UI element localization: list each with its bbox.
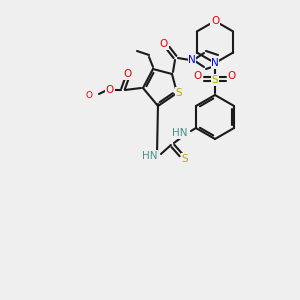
Text: S: S [212,75,218,85]
Text: O: O [85,92,92,100]
Text: S: S [176,88,182,98]
Text: S: S [182,154,188,164]
Text: N: N [188,55,196,65]
Text: O: O [123,69,131,79]
Text: HN: HN [172,128,188,138]
Text: O: O [106,85,114,95]
Text: N: N [211,58,219,68]
Text: O: O [160,39,168,49]
Text: O: O [228,71,236,81]
Text: O: O [211,16,219,26]
Text: O: O [194,71,202,81]
Text: HN: HN [142,151,158,161]
